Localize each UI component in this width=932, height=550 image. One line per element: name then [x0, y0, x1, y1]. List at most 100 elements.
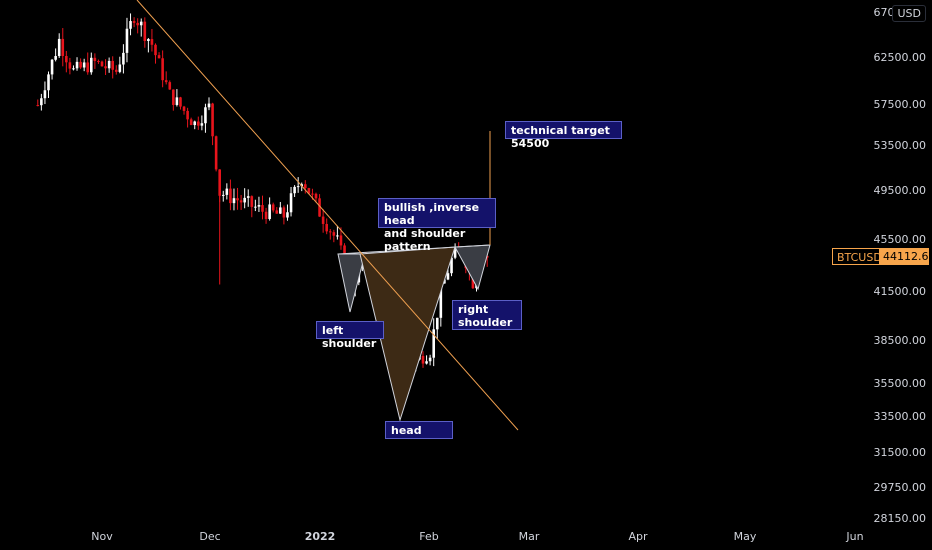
candle-down	[65, 55, 68, 63]
candle-up	[175, 97, 179, 105]
price-axis[interactable]: 67000.0062500.0057500.0053500.0049500.00…	[874, 6, 927, 525]
candle-up	[293, 186, 296, 194]
candle-up	[82, 62, 86, 68]
neckline[interactable]	[337, 244, 491, 255]
candle-down	[172, 89, 175, 105]
candle-down	[161, 58, 164, 81]
candle-down	[182, 106, 186, 111]
candle-down	[236, 198, 239, 201]
time-tick-label: Apr	[628, 530, 648, 543]
candle-up	[193, 121, 197, 126]
candle-up	[296, 186, 300, 188]
candle-up	[225, 188, 229, 195]
candle-up	[453, 249, 457, 258]
candle-down	[136, 22, 139, 26]
candle-up	[446, 273, 450, 280]
candle-up	[232, 198, 236, 204]
candle-down	[154, 44, 157, 56]
candle-down	[282, 207, 286, 218]
candle-up	[246, 196, 250, 198]
candle-down	[61, 38, 65, 56]
candle-up	[286, 212, 289, 218]
candle-up	[118, 64, 122, 72]
candle-down	[275, 210, 279, 214]
candle-up	[435, 317, 439, 330]
candle-down	[239, 200, 243, 203]
price-tick-label: 35500.00	[874, 377, 927, 390]
candle-up	[200, 123, 204, 126]
price-tick-label: 49500.00	[874, 184, 927, 197]
candle-down	[304, 184, 307, 189]
candle-up	[107, 60, 111, 69]
candle-up	[54, 56, 57, 60]
candle-up	[90, 57, 93, 73]
candle-up	[40, 98, 43, 106]
candle-down	[325, 223, 328, 232]
candle-down	[211, 103, 214, 137]
candle-down	[261, 205, 264, 212]
candle-down	[157, 55, 161, 59]
downtrend-line[interactable]	[136, 0, 519, 431]
candle-down	[179, 97, 182, 107]
candle-down	[79, 61, 82, 68]
candle-down	[36, 105, 40, 107]
candle-down	[321, 216, 325, 224]
candle-up	[75, 61, 79, 69]
right-shoulder-note[interactable]: right shoulder	[452, 300, 522, 330]
candle-up	[254, 206, 257, 208]
time-tick-label: 2022	[305, 530, 336, 543]
candle-up	[47, 74, 50, 91]
candle-down	[104, 66, 107, 69]
price-tick-label: 41500.00	[874, 285, 927, 298]
candle-down	[150, 39, 154, 45]
candle-down	[339, 235, 343, 246]
pattern-note[interactable]: bullish ,inverse head and shoulder patte…	[378, 198, 496, 253]
candle-up	[336, 235, 339, 237]
candle-down	[168, 82, 172, 90]
candle-up	[72, 68, 75, 70]
candle-up	[257, 205, 261, 207]
candle-down	[318, 198, 321, 217]
candle-down	[311, 193, 314, 195]
candle-up	[439, 283, 443, 318]
candle-up	[289, 193, 293, 213]
candle-down	[100, 61, 104, 67]
candle-up	[50, 59, 54, 75]
candle-down	[264, 211, 268, 219]
candle-up	[204, 107, 207, 124]
left-shoulder-note[interactable]: left shoulder	[316, 321, 384, 350]
candle-up	[428, 357, 432, 362]
candle-up	[207, 103, 211, 108]
technical-target-note[interactable]: technical target 54500	[505, 121, 622, 150]
candle-down	[114, 69, 118, 72]
left-shoulder-shape[interactable]	[337, 253, 366, 313]
symbol-label: BTCUSD	[832, 248, 887, 265]
time-tick-label: Nov	[91, 530, 113, 543]
candle-up	[425, 361, 428, 364]
time-axis[interactable]: Nov Dec 2022 Feb Mar Apr May Jun	[91, 530, 863, 543]
price-tick-label: 31500.00	[874, 446, 927, 459]
candle-up	[279, 207, 282, 214]
candle-up	[147, 39, 150, 41]
candle-down	[111, 60, 114, 70]
candle-down	[97, 60, 100, 62]
head-note[interactable]: head	[385, 421, 453, 439]
time-tick-label: Jun	[845, 530, 863, 543]
currency-badge[interactable]: USD	[892, 5, 926, 22]
price-tick-label: 33500.00	[874, 410, 927, 423]
candle-down	[328, 231, 332, 233]
last-price-badge: 44112.60	[879, 248, 932, 265]
time-tick-label: Mar	[519, 530, 540, 543]
candle-down	[132, 21, 136, 23]
candle-down	[68, 62, 72, 69]
candle-down	[86, 62, 90, 73]
candle-up	[432, 329, 435, 358]
candle-down	[164, 80, 168, 83]
time-tick-label: Dec	[199, 530, 220, 543]
candle-down	[271, 204, 275, 211]
candle-up	[43, 90, 47, 99]
candle-down	[214, 136, 218, 170]
price-tick-label: 38500.00	[874, 334, 927, 347]
candle-up	[221, 194, 225, 196]
